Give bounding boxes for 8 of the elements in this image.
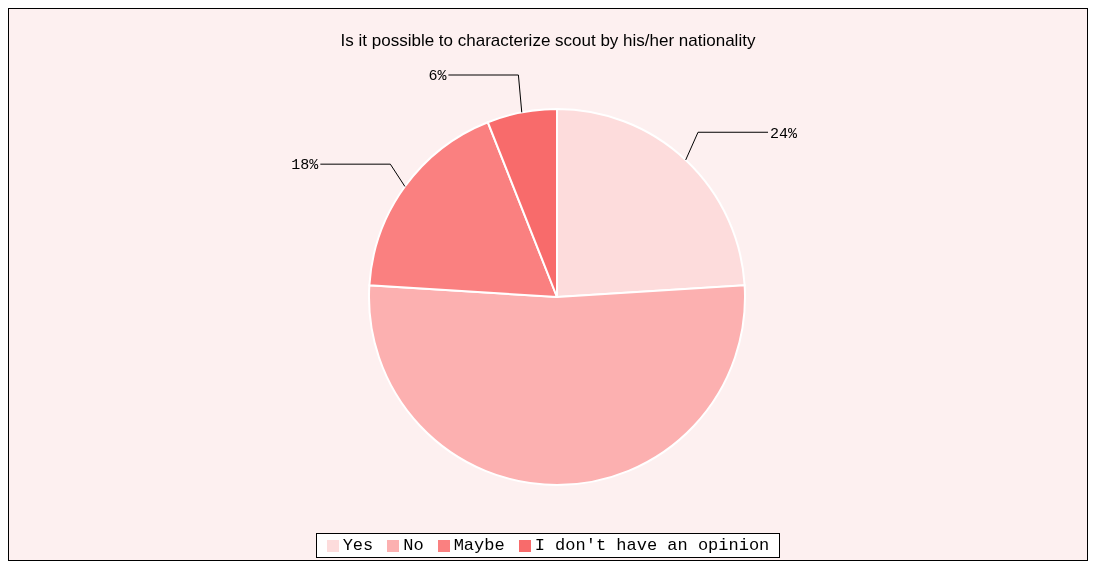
legend-label: Yes xyxy=(342,536,374,555)
legend-label: I don't have an opinion xyxy=(534,536,770,555)
legend-label: Maybe xyxy=(453,536,505,555)
data-label: 24% xyxy=(770,125,799,143)
data-label: 18% xyxy=(291,157,320,175)
data-label: 6% xyxy=(428,68,448,86)
legend-label: No xyxy=(403,536,424,555)
chart-title: Is it possible to characterize scout by his/her nationality xyxy=(339,31,757,51)
